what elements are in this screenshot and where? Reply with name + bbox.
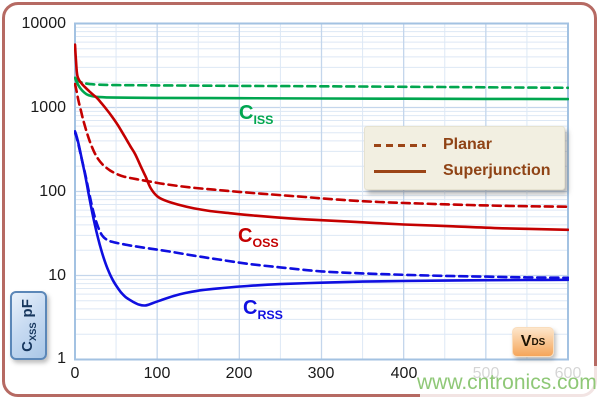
- curve-label-ciss: CISS: [239, 102, 274, 127]
- y-axis-tick: 10: [48, 267, 66, 284]
- x-axis-tick: 300: [307, 365, 335, 382]
- legend-label: Planar: [443, 136, 492, 153]
- curve-label-coss: COSS: [238, 225, 279, 250]
- x-axis-tick: 100: [143, 365, 171, 382]
- y-axis-tick: 10000: [21, 15, 67, 32]
- y-axis-tick: 1: [57, 350, 66, 367]
- solid-line-swatch-icon: [374, 169, 426, 173]
- watermark-backdrop: [420, 366, 598, 399]
- legend-item-planar: Planar: [365, 136, 564, 154]
- y-axis-unit-box: CXSSpF: [10, 291, 47, 360]
- legend-label: Superjunction: [443, 162, 551, 179]
- y-axis-tick: 1000: [30, 99, 66, 116]
- x-axis-tick: 200: [225, 365, 253, 382]
- legend-item-superjunction: Superjunction: [365, 162, 564, 180]
- watermark-text: www.cntronics.com: [417, 371, 597, 394]
- x-axis-tick: 0: [70, 365, 80, 382]
- dashed-line-swatch-icon: [374, 143, 426, 147]
- x-axis-tick: 400: [390, 365, 418, 382]
- curve-label-crss: CRSS: [243, 297, 283, 322]
- legend: Planar Superjunction: [364, 126, 565, 190]
- x-axis-label-box: V DS: [512, 327, 554, 357]
- y-axis-tick: 100: [39, 183, 66, 200]
- y-axis-unit-label: CXSSpF: [19, 299, 38, 352]
